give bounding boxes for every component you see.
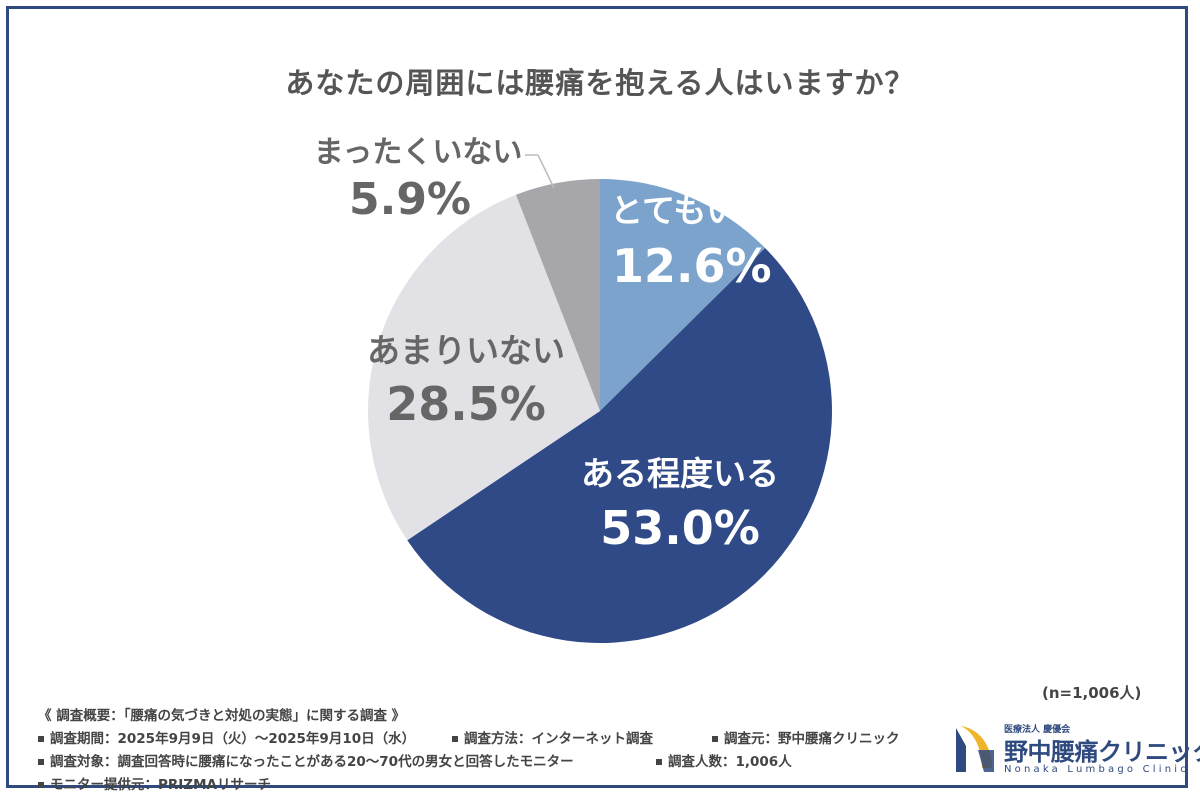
label-category-totemo: とてもいる [610, 191, 772, 230]
label-value-aruteido: 53.0% [600, 501, 760, 555]
leader-line-segment [537, 154, 555, 189]
label-category-mattaku: まったくいない [314, 135, 523, 170]
sample-size: (n=1,006人) [1042, 684, 1142, 702]
clinic-name: 野中腰痛クリニック [1004, 738, 1200, 766]
slice-aruteido [407, 247, 832, 643]
pie-slices [367, 179, 832, 643]
label-category-amari: あまりいない [367, 331, 565, 370]
clinic-mark-icon [956, 726, 994, 772]
clinic-logo: 医療法人 慶優会 野中腰痛クリニック Nonaka Lumbago Clinic [952, 718, 1200, 778]
label-value-mattaku: 5.9% [349, 174, 471, 225]
slice-amari [367, 194, 600, 541]
clinic-english-name: Nonaka Lumbago Clinic [1004, 764, 1189, 775]
slice-totemo [600, 179, 766, 411]
label-value-totemo: 12.6% [612, 239, 772, 293]
slice-mattaku [515, 179, 600, 411]
label-category-aruteido: ある程度いる [581, 454, 779, 493]
label-value-amari: 28.5% [386, 377, 546, 431]
page-frame [6, 6, 1188, 788]
clinic-subtitle: 医療法人 慶優会 [1004, 725, 1071, 735]
chart-title: あなたの周囲には腰痛を抱える人はいますか？ [285, 66, 915, 100]
